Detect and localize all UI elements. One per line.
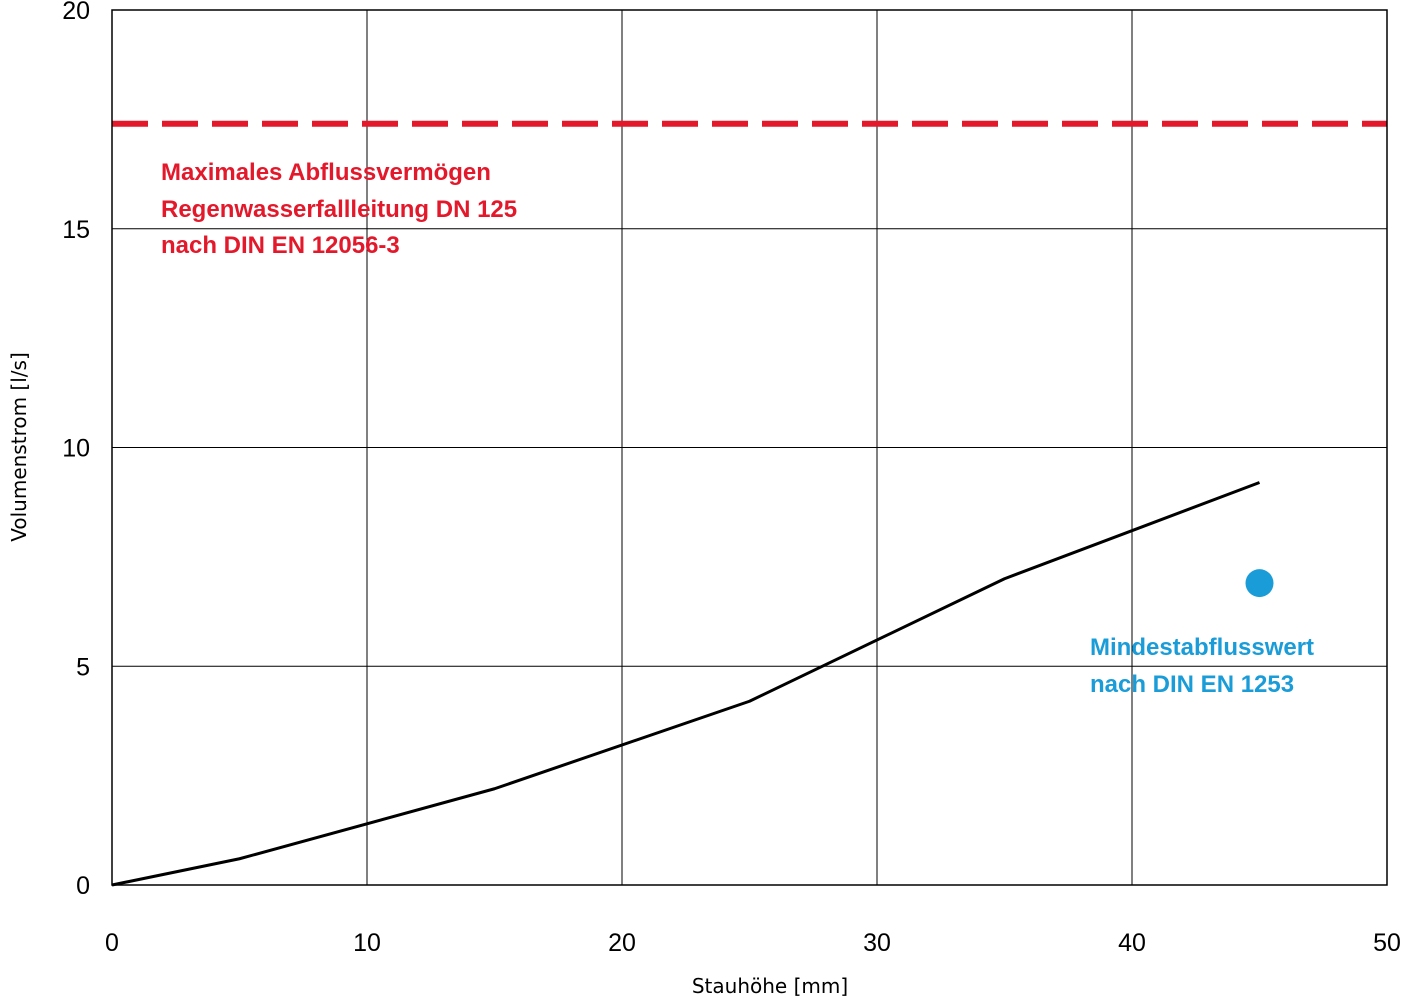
x-axis-title: Stauhöhe [mm] [692, 974, 848, 998]
reference-point-layer [1245, 569, 1274, 598]
y-tick-label-15: 15 [62, 216, 90, 244]
plot-border [111, 9, 1388, 886]
x-tick-label-20: 20 [608, 929, 636, 957]
y-tick-label-0: 0 [76, 872, 90, 900]
x-tick-label-10: 10 [353, 929, 381, 957]
y-tick-label-10: 10 [62, 435, 90, 463]
max-discharge-annotation-line-2: Regenwasserfallleitung DN 125 [161, 196, 517, 223]
min-discharge-annotation-line-1: Mindestabflusswert [1090, 634, 1314, 661]
x-tick-label-0: 0 [105, 929, 119, 957]
max-discharge-annotation-line-1: Maximales Abflussvermögen [161, 159, 491, 186]
series-line-0 [111, 481, 1261, 887]
series-layer [111, 481, 1261, 887]
min-discharge-annotation-line-2: nach DIN EN 1253 [1090, 671, 1294, 698]
y-axis-title: Volumenstrom [l/s] [7, 352, 31, 542]
x-tick-label-40: 40 [1118, 929, 1146, 957]
y-tick-label-5: 5 [76, 653, 90, 681]
min-discharge-annotation: Mindestabflusswert nach DIN EN 1253 [1090, 634, 1321, 698]
x-tick-label-50: 50 [1373, 929, 1401, 957]
y-tick-label-20: 20 [62, 0, 90, 25]
x-tick-label-30: 30 [863, 929, 891, 957]
grid [111, 9, 1388, 886]
min-discharge-point [1245, 569, 1274, 598]
plot-frame [111, 9, 1388, 886]
tick-labels: 0 10 20 30 40 50 0 5 10 15 20 [62, 0, 1401, 957]
max-discharge-annotation-line-3: nach DIN EN 12056-3 [161, 232, 400, 259]
max-discharge-annotation: Maximales Abflussvermögen Regenwasserfal… [161, 159, 524, 259]
